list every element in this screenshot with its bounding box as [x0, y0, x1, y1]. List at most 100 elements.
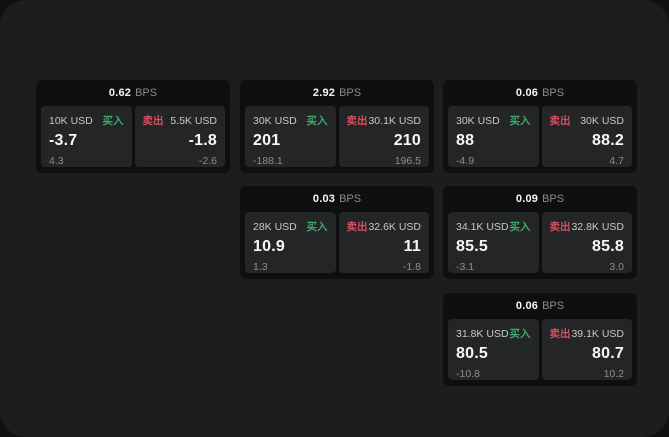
buy-panel-header: 28K USD 买入 [253, 219, 328, 234]
sell-panel[interactable]: 卖出 30K USD 88.2 4.7 [541, 106, 632, 167]
sell-panel[interactable]: 卖出 39.1K USD 80.7 10.2 [541, 319, 632, 380]
bps-unit-label: BPS [542, 87, 565, 99]
card-body: 30K USD 买入 201 -188.1 卖出 30.1K USD 210 1… [240, 106, 434, 167]
bps-unit-label: BPS [339, 87, 362, 99]
buy-panel[interactable]: 30K USD 买入 201 -188.1 [245, 106, 336, 167]
bps-value: 0.62 [108, 87, 132, 99]
quote-card: 0.06 BPS 30K USD 买入 88 -4.9 卖出 30K USD 8… [443, 80, 637, 173]
quote-card: 0.09 BPS 34.1K USD 买入 85.5 -3.1 卖出 32.8K… [443, 186, 637, 279]
buy-price: 85.5 [456, 238, 488, 255]
buy-amount: 31.8K USD [456, 328, 509, 340]
card-header: 0.62 BPS [36, 80, 230, 106]
card-header: 0.09 BPS [443, 186, 637, 212]
sell-delta: 10.2 [603, 368, 624, 380]
sell-tag: 卖出 [549, 221, 571, 233]
sell-panel[interactable]: 卖出 32.6K USD 11 -1.8 [338, 212, 429, 273]
sell-tag: 卖出 [549, 115, 571, 127]
bps-value: 0.03 [312, 193, 336, 205]
buy-panel[interactable]: 28K USD 买入 10.9 1.3 [245, 212, 336, 273]
buy-delta: -4.9 [456, 155, 475, 167]
sell-tag: 卖出 [346, 221, 368, 233]
sell-delta: 4.7 [609, 155, 624, 167]
card-body: 34.1K USD 买入 85.5 -3.1 卖出 32.8K USD 85.8… [443, 212, 637, 273]
sell-amount: 5.5K USD [170, 115, 217, 127]
quote-card: 2.92 BPS 30K USD 买入 201 -188.1 卖出 30.1K … [240, 80, 434, 173]
buy-panel-header: 34.1K USD 买入 [456, 219, 531, 234]
sell-panel-header: 卖出 32.8K USD [550, 219, 625, 234]
sell-price: 210 [393, 132, 421, 149]
card-body: 31.8K USD 买入 80.5 -10.8 卖出 39.1K USD 80.… [443, 319, 637, 380]
bps-value: 0.06 [515, 300, 539, 312]
sell-panel-header: 卖出 39.1K USD [550, 326, 625, 341]
bps-unit-label: BPS [339, 193, 362, 205]
sell-amount: 30.1K USD [368, 115, 421, 127]
buy-panel-header: 10K USD 买入 [49, 113, 124, 128]
buy-panel[interactable]: 34.1K USD 买入 85.5 -3.1 [448, 212, 539, 273]
buy-amount: 30K USD [253, 115, 297, 127]
sell-delta: -1.8 [402, 261, 421, 273]
buy-panel[interactable]: 30K USD 买入 88 -4.9 [448, 106, 539, 167]
card-header: 0.06 BPS [443, 293, 637, 319]
buy-panel-header: 31.8K USD 买入 [456, 326, 531, 341]
bps-value: 0.06 [515, 87, 539, 99]
buy-delta: -10.8 [456, 368, 480, 380]
buy-price: 80.5 [456, 345, 488, 362]
buy-delta: -188.1 [253, 155, 283, 167]
sell-amount: 30K USD [580, 115, 624, 127]
sell-panel-header: 卖出 30.1K USD [347, 113, 422, 128]
buy-amount: 28K USD [253, 221, 297, 233]
quote-card: 0.06 BPS 31.8K USD 买入 80.5 -10.8 卖出 39.1… [443, 293, 637, 386]
sell-delta: 196.5 [394, 155, 421, 167]
card-body: 10K USD 买入 -3.7 4.3 卖出 5.5K USD -1.8 -2.… [36, 106, 230, 167]
card-body: 30K USD 买入 88 -4.9 卖出 30K USD 88.2 4.7 [443, 106, 637, 167]
sell-panel[interactable]: 卖出 30.1K USD 210 196.5 [338, 106, 429, 167]
buy-tag: 买入 [509, 115, 531, 127]
card-body: 28K USD 买入 10.9 1.3 卖出 32.6K USD 11 -1.8 [240, 212, 434, 273]
buy-tag: 买入 [306, 221, 328, 233]
buy-amount: 34.1K USD [456, 221, 509, 233]
buy-price: -3.7 [49, 132, 78, 149]
buy-price: 88 [456, 132, 475, 149]
sell-price: 11 [403, 238, 421, 255]
bps-unit-label: BPS [135, 87, 158, 99]
sell-panel[interactable]: 卖出 32.8K USD 85.8 3.0 [541, 212, 632, 273]
sell-price: 80.7 [592, 345, 624, 362]
bps-value: 0.09 [515, 193, 539, 205]
card-header: 2.92 BPS [240, 80, 434, 106]
sell-amount: 32.8K USD [571, 221, 624, 233]
buy-tag: 买入 [509, 221, 531, 233]
buy-panel[interactable]: 10K USD 买入 -3.7 4.3 [41, 106, 132, 167]
buy-panel-header: 30K USD 买入 [456, 113, 531, 128]
sell-tag: 卖出 [346, 115, 368, 127]
card-header: 0.03 BPS [240, 186, 434, 212]
sell-tag: 卖出 [142, 115, 164, 127]
sell-panel[interactable]: 卖出 5.5K USD -1.8 -2.6 [134, 106, 225, 167]
sell-panel-header: 卖出 5.5K USD [143, 113, 218, 128]
sell-delta: 3.0 [609, 261, 624, 273]
buy-amount: 10K USD [49, 115, 93, 127]
buy-panel[interactable]: 31.8K USD 买入 80.5 -10.8 [448, 319, 539, 380]
sell-tag: 卖出 [549, 328, 571, 340]
bps-value: 2.92 [312, 87, 336, 99]
sell-amount: 39.1K USD [571, 328, 624, 340]
buy-delta: 4.3 [49, 155, 64, 167]
buy-tag: 买入 [102, 115, 124, 127]
buy-price: 201 [253, 132, 281, 149]
buy-delta: -3.1 [456, 261, 475, 273]
sell-price: 85.8 [592, 238, 624, 255]
sell-panel-header: 卖出 32.6K USD [347, 219, 422, 234]
sell-panel-header: 卖出 30K USD [550, 113, 625, 128]
bps-unit-label: BPS [542, 300, 565, 312]
bps-unit-label: BPS [542, 193, 565, 205]
buy-tag: 买入 [306, 115, 328, 127]
sell-price: -1.8 [188, 132, 217, 149]
buy-price: 10.9 [253, 238, 285, 255]
sell-delta: -2.6 [198, 155, 217, 167]
buy-tag: 买入 [509, 328, 531, 340]
sell-amount: 32.6K USD [368, 221, 421, 233]
buy-delta: 1.3 [253, 261, 268, 273]
quote-card: 0.62 BPS 10K USD 买入 -3.7 4.3 卖出 5.5K USD… [36, 80, 230, 173]
buy-amount: 30K USD [456, 115, 500, 127]
quote-card: 0.03 BPS 28K USD 买入 10.9 1.3 卖出 32.6K US… [240, 186, 434, 279]
